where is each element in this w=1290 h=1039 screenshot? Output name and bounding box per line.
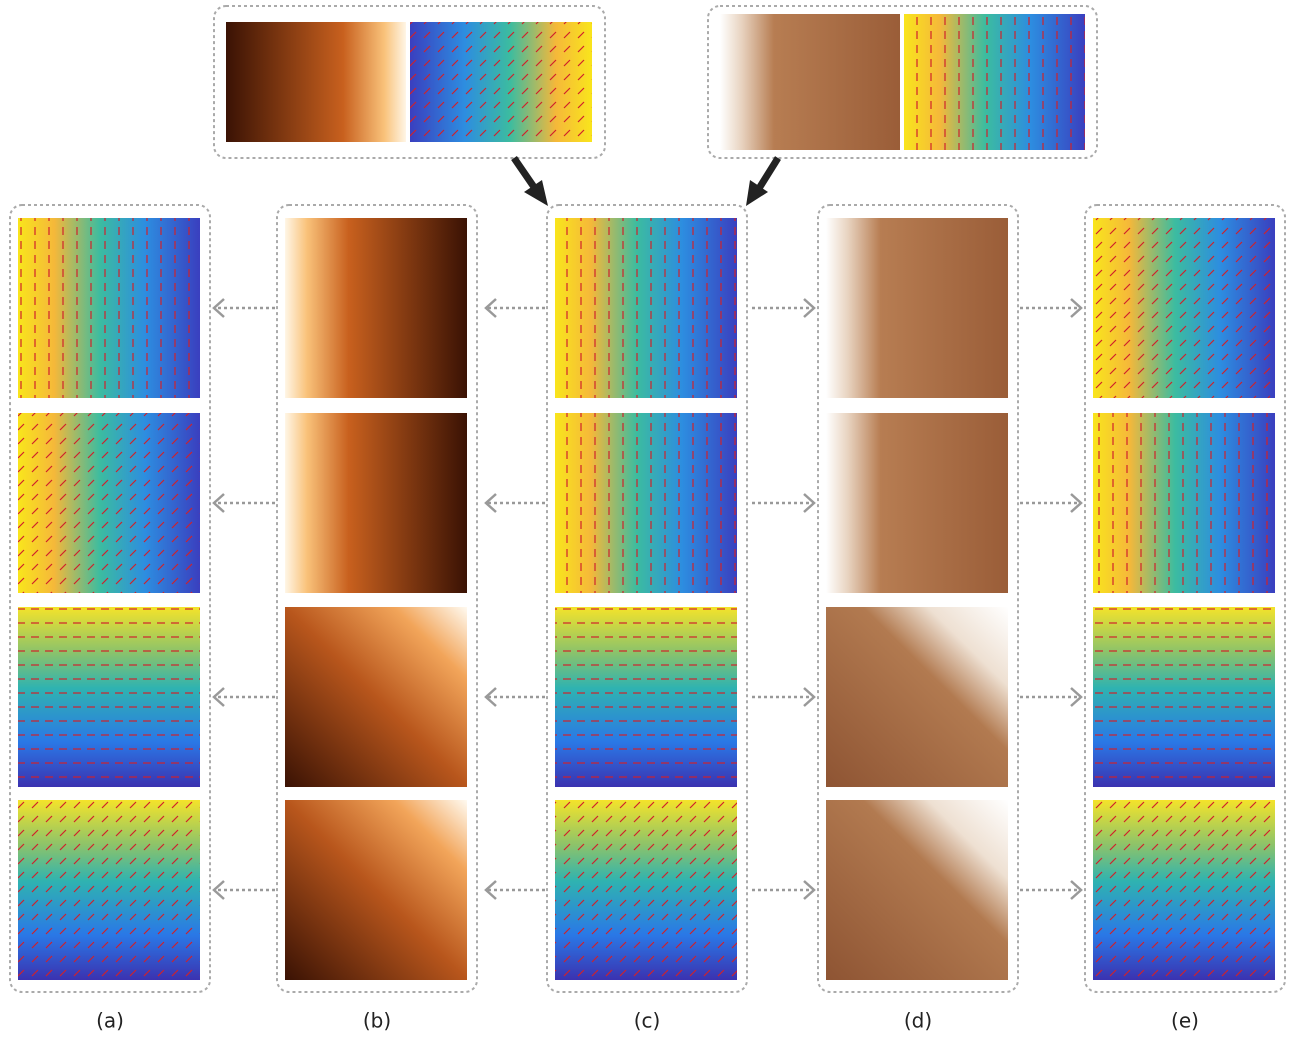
orientation-field: [1093, 413, 1275, 593]
image: [826, 218, 1008, 398]
dotted-arrow: [752, 688, 814, 706]
image: [285, 800, 467, 980]
orientation-field: [18, 800, 200, 980]
column-label: (b): [363, 1009, 391, 1033]
column-label: (a): [96, 1009, 124, 1033]
dotted-arrow: [486, 688, 545, 706]
dotted-arrow: [752, 299, 814, 317]
image: [285, 413, 467, 593]
orientation-field: [1093, 800, 1275, 980]
dotted-arrow: [214, 494, 275, 512]
orientation-field: [1093, 218, 1275, 398]
column-panel: [277, 205, 477, 992]
column-label: (d): [904, 1009, 932, 1033]
image: [826, 607, 1008, 787]
orientation-field: [18, 607, 200, 787]
figure: (a) (b) (c) (d) (e): [0, 0, 1290, 1039]
top-left-panel: [214, 6, 605, 158]
dotted-arrow: [214, 688, 275, 706]
orientation-field: [555, 218, 737, 398]
orientation-field: [18, 218, 200, 398]
image: [285, 218, 467, 398]
dotted-arrow: [752, 494, 814, 512]
top-right-panel: [708, 6, 1097, 158]
orientation-field: [18, 413, 200, 593]
dotted-arrow: [1020, 881, 1081, 899]
dotted-arrow: [486, 299, 545, 317]
dotted-arrow: [486, 494, 545, 512]
dotted-arrow: [1020, 299, 1081, 317]
orientation-field: [555, 800, 737, 980]
orientation-field: [555, 413, 737, 593]
dotted-arrow: [214, 299, 275, 317]
image: [285, 607, 467, 787]
column-panel: [818, 205, 1018, 992]
column-label: (c): [634, 1009, 661, 1033]
dotted-arrow: [752, 881, 814, 899]
orientation-field: [1093, 607, 1275, 787]
image: [826, 413, 1008, 593]
orientation-field: [555, 607, 737, 787]
input-arrows: [514, 158, 778, 206]
column-panel: [547, 205, 747, 992]
column-panel: [10, 205, 210, 992]
image: [826, 800, 1008, 980]
dotted-arrow: [1020, 494, 1081, 512]
dotted-arrow: [1020, 688, 1081, 706]
column-label: (e): [1171, 1009, 1199, 1033]
dotted-arrow: [486, 881, 545, 899]
column-panel: [1085, 205, 1285, 992]
dotted-arrow: [214, 881, 275, 899]
